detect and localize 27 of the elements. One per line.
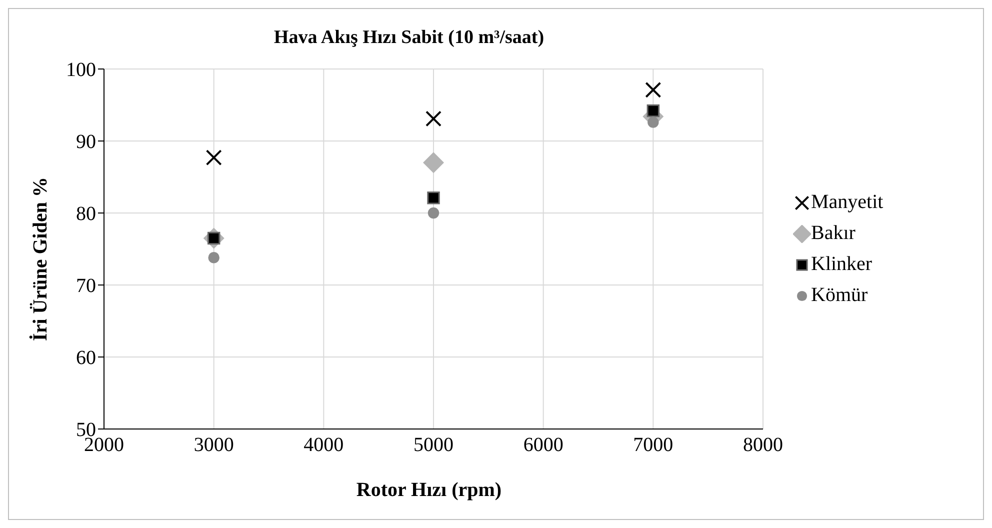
y-axis-title: İri Ürüne Giden % [30,177,52,341]
legend-label: Klinker [811,253,872,276]
point [206,150,222,166]
point [423,152,444,174]
legend-label: Manyetit [811,191,884,214]
point [645,82,662,98]
x-tick-label: 6000 [523,434,564,456]
point [427,192,440,204]
x-tick-label: 3000 [194,434,234,456]
y-tick-label: 90 [76,131,96,154]
point [426,110,442,127]
y-tick-label: 60 [76,347,96,370]
chart-title: Hava Akış Hızı Sabit (10 m³/saat) [272,27,546,49]
y-tick-label: 100 [66,59,96,82]
y-tick-label: 80 [76,203,96,226]
legend-label: Kömür [811,284,868,307]
point [428,207,440,219]
x-tick-label: 8000 [743,434,783,456]
x-tick-label: 4000 [304,434,344,456]
point [208,252,220,264]
x-tick-label: 7000 [633,434,674,456]
legend-label: Bakır [811,222,856,245]
point [648,116,659,128]
x-tick-label: 5000 [414,434,454,456]
y-tick-label: 70 [76,275,96,298]
point [646,104,660,118]
x-axis-title: Rotor Hızı (rpm) [355,479,503,502]
